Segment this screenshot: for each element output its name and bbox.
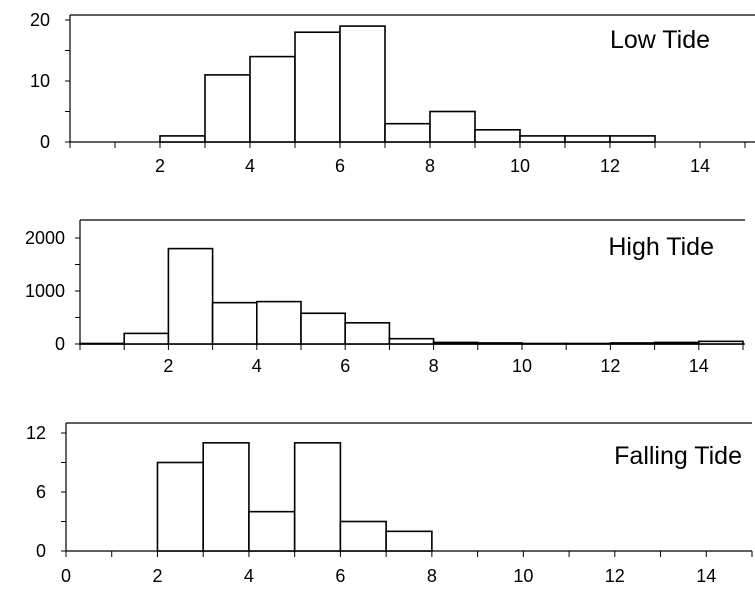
histogram-bar [474,129,521,143]
histogram-bar [429,110,476,143]
bar-series [79,247,744,345]
y-tick-group: 0 10 20 [30,10,70,152]
y-tick-label: 0 [40,132,50,152]
histogram-bar [384,122,431,143]
histogram-bar [293,442,342,552]
x-tick-group: 2 4 6 8 10 12 14 [79,344,744,376]
histogram-bar [300,312,347,345]
histogram-bar [211,301,258,345]
x-tick-label: 10 [513,566,533,586]
histogram-bar [432,341,479,345]
histogram-bar [249,55,296,143]
histogram-bar [609,342,656,345]
x-tick-label: 6 [335,156,345,176]
histogram-bar [123,332,170,345]
x-tick-label: 4 [244,566,254,586]
histogram-bar [388,337,435,345]
histogram-bar [565,342,612,345]
histogram-bar [339,25,386,143]
y-tick-label: 10 [30,71,50,91]
x-tick-label: 2 [163,356,173,376]
x-tick-label: 10 [512,356,532,376]
x-tick-label: 4 [245,156,255,176]
x-tick-group: 0 2 4 6 8 10 12 14 [61,551,753,586]
x-tick-label: 2 [155,156,165,176]
panel-title: High Tide [608,233,714,261]
histogram-bar [385,530,433,552]
x-tick-label: 12 [600,156,620,176]
histogram-bar [339,520,387,552]
panel-low-tide: 2 4 6 8 10 12 14 0 10 20 Low Tide [30,10,755,176]
bar-series [156,442,433,552]
y-tick-group: 0 6 12 [26,423,66,561]
histogram-bar [202,442,250,552]
histogram-bar [609,135,656,143]
histogram-bar [653,341,700,345]
x-tick-label: 8 [429,356,439,376]
y-tick-label: 1000 [25,281,65,301]
x-tick-label: 4 [252,356,262,376]
histogram-bar [521,342,568,345]
histogram-bar [344,321,391,345]
x-tick-group: 2 4 6 8 10 12 14 [69,142,746,176]
x-tick-label: 0 [61,566,71,586]
panel-falling-tide: 0 2 4 6 8 10 12 14 0 6 12 Falling Tide [26,422,753,586]
x-tick-label: 6 [335,566,345,586]
panel-title: Falling Tide [614,442,742,470]
y-tick-label: 0 [36,541,46,561]
y-tick-label: 0 [55,334,65,354]
histogram-bar [167,247,214,345]
panel-high-tide: 2 4 6 8 10 12 14 0 1000 2000 High Tide [25,219,745,376]
x-tick-label: 12 [605,566,625,586]
x-tick-label: 10 [510,156,530,176]
y-tick-label: 12 [26,423,46,443]
bar-series [159,25,656,143]
histogram-bar [248,510,296,552]
y-tick-label: 2000 [25,228,65,248]
histogram-bar [156,461,204,552]
x-tick-label: 2 [152,566,162,586]
histogram-bar [294,31,341,143]
histogram-bar [79,342,126,345]
y-tick-label: 20 [30,10,50,30]
histogram-bar [255,300,302,345]
x-tick-label: 6 [340,356,350,376]
y-tick-group: 0 1000 2000 [25,228,80,354]
histogram-bar [159,135,206,143]
x-tick-label: 14 [696,566,716,586]
histogram-bar [697,340,744,345]
x-tick-label: 14 [689,356,709,376]
histogram-bar [204,74,251,143]
histogram-bar [564,135,611,143]
histogram-bar [476,342,523,345]
x-tick-label: 12 [600,356,620,376]
y-tick-label: 6 [36,482,46,502]
x-tick-label: 8 [427,566,437,586]
x-tick-label: 8 [425,156,435,176]
x-tick-label: 14 [690,156,710,176]
panel-title: Low Tide [610,26,710,54]
histogram-bar [519,135,566,143]
